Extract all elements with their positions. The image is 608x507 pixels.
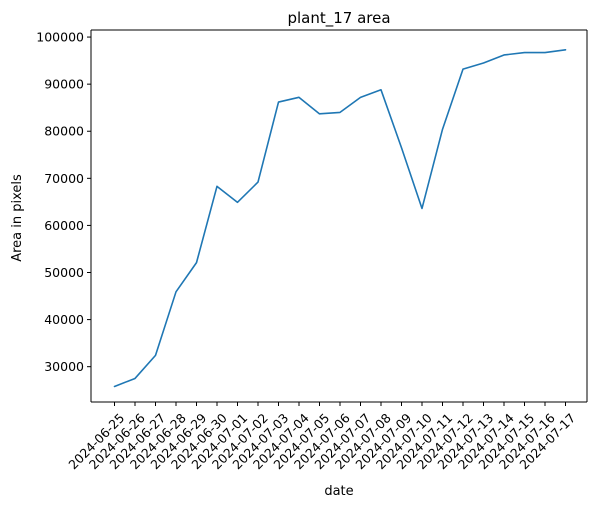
plot-area: 30000 40000 50000 60000 70000 80000 90000 10000…: [36, 29, 588, 472]
x-axis-label: date: [324, 484, 353, 499]
y-tick-label: 70000: [44, 171, 84, 186]
y-tick-label: 30000: [44, 359, 84, 374]
y-tick-label: 40000: [44, 312, 84, 327]
y-tick-label: 60000: [44, 218, 84, 233]
y-tick-label: 100000: [36, 30, 84, 45]
chart-title: plant_17 area: [287, 9, 390, 28]
y-tick-label: 50000: [44, 265, 84, 280]
y-tick-label: 90000: [44, 77, 84, 92]
y-axis-label: Area in pixels: [10, 174, 25, 262]
series-line: [113, 48, 567, 388]
y-tick-label: 80000: [44, 124, 84, 139]
